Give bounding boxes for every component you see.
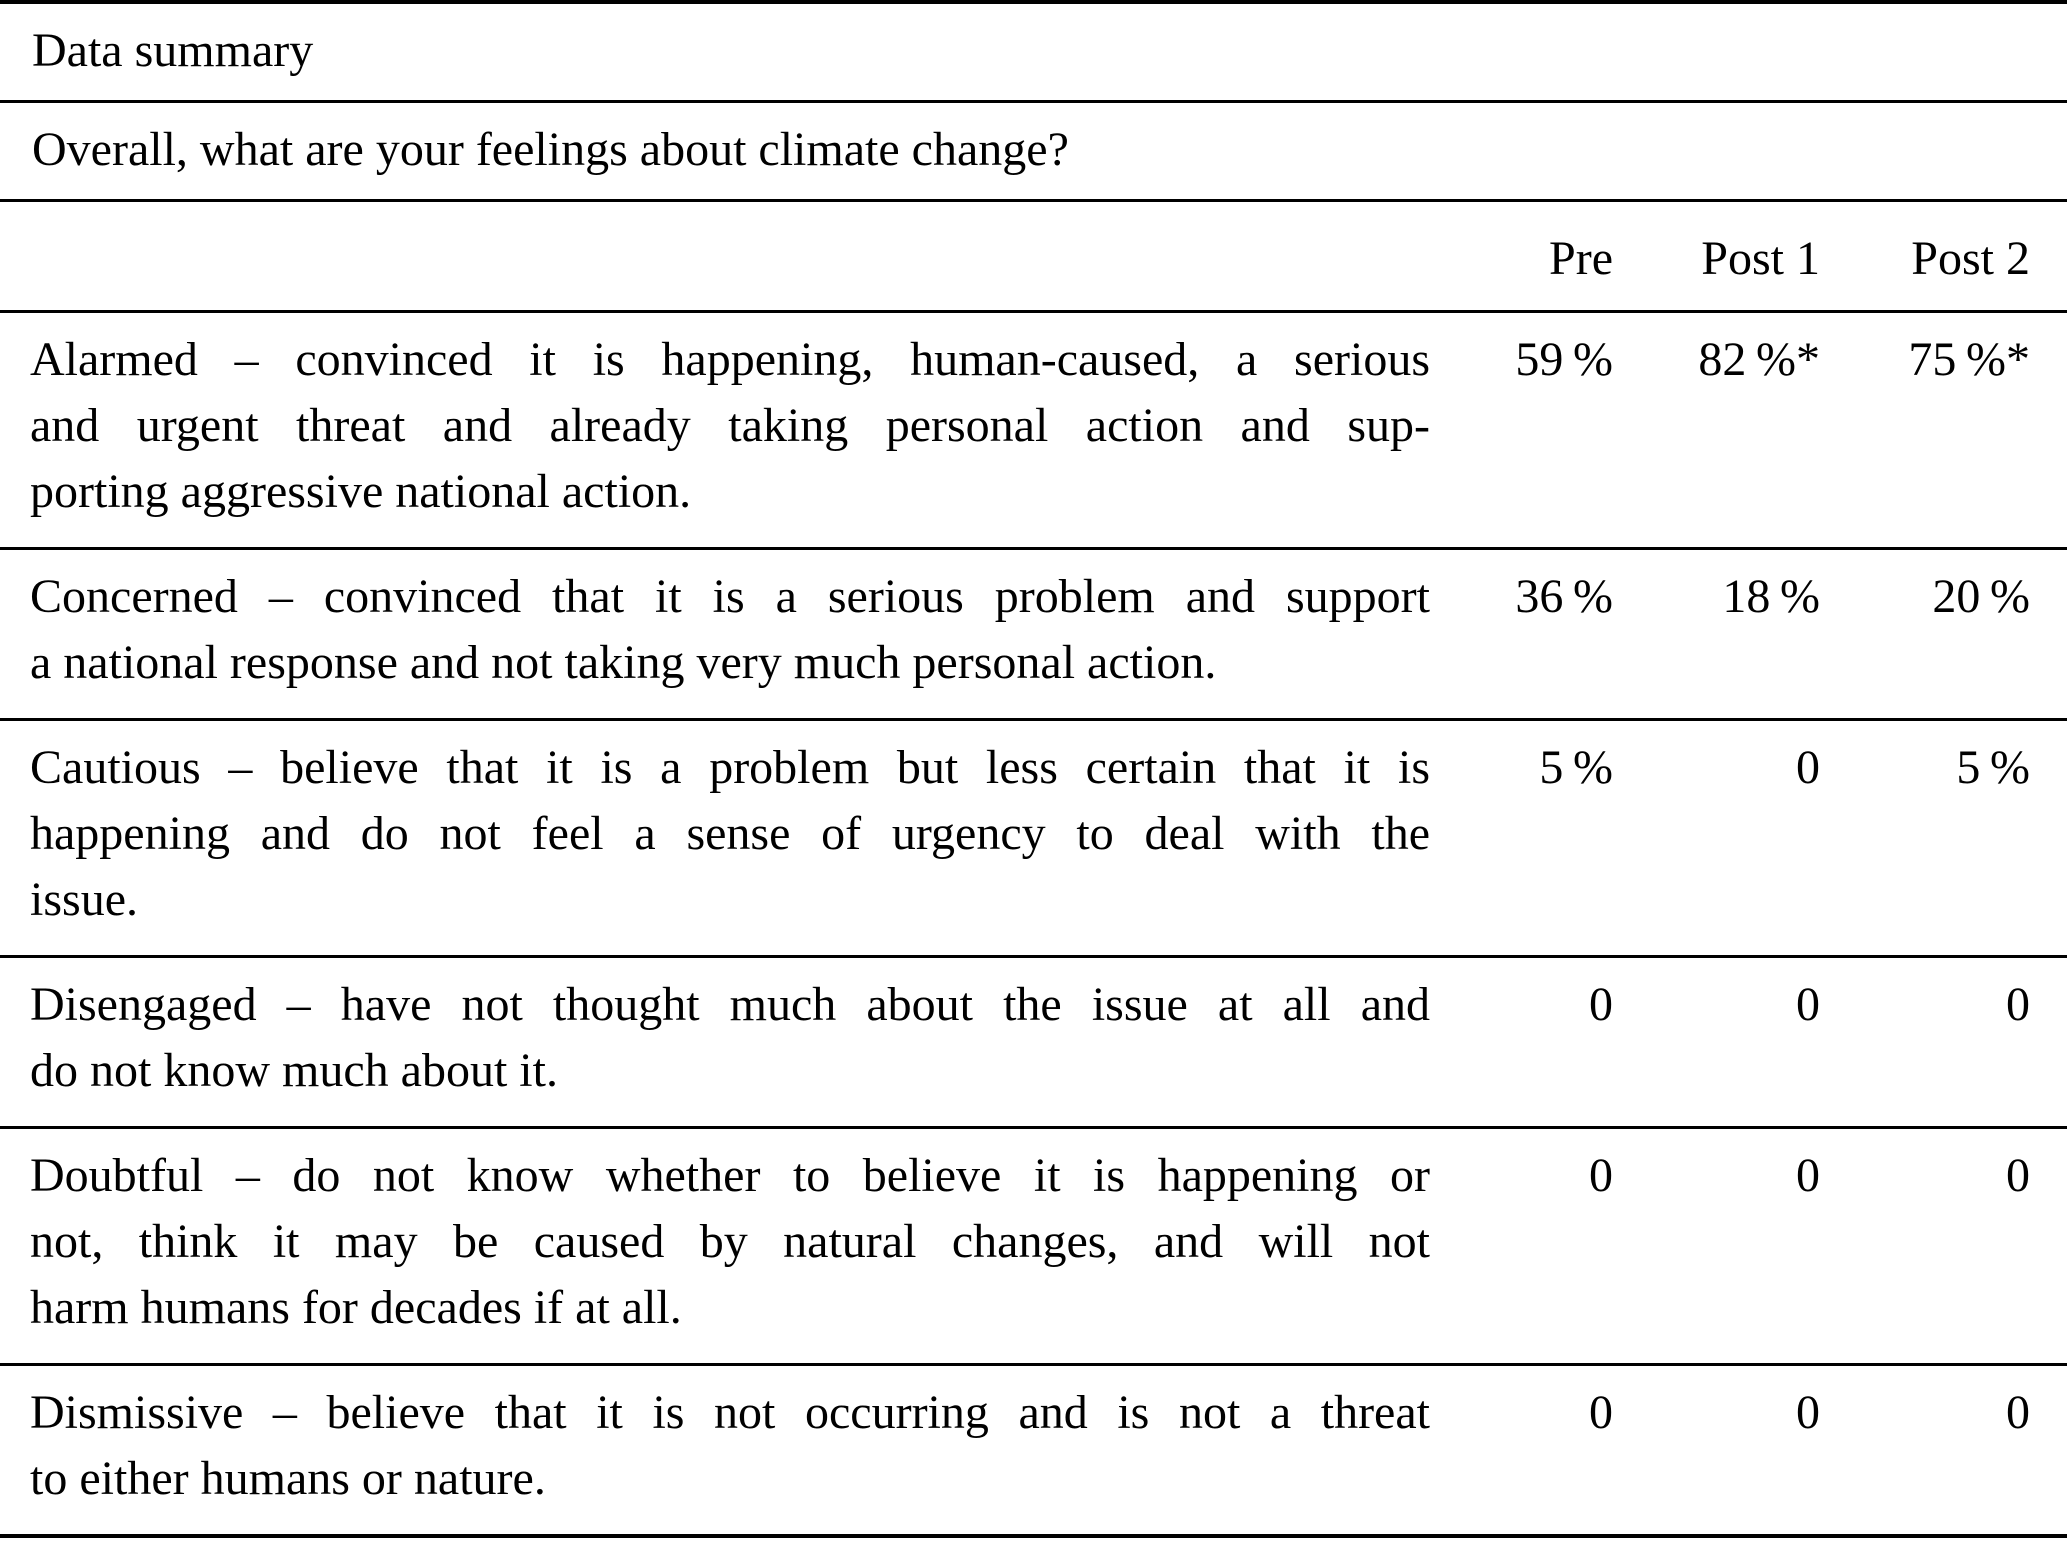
description-line: issue. [30, 873, 138, 926]
value-pre: 59 % [1515, 333, 1613, 386]
description-line: porting aggressive national action. [30, 465, 692, 518]
value-post2: 20 % [1932, 570, 2030, 623]
table-row-alarmed: Alarmed – convinced it is happening, hum… [0, 311, 2067, 549]
column-header-pre: Pre [1549, 232, 1613, 285]
table-title-row: Data summary [0, 2, 2067, 102]
description-line: to either humans or nature. [30, 1452, 546, 1505]
category-description: Alarmed – convinced it is happening, hum… [0, 312, 1430, 549]
table-row-dismissive: Dismissive – believe that it is not occu… [0, 1364, 2067, 1537]
value-post1: 0 [1796, 1149, 1820, 1202]
value-pre: 0 [1589, 978, 1613, 1031]
description-line: a national response and not taking very … [30, 636, 1217, 689]
category-description: Concerned – convinced that it is a serio… [0, 549, 1430, 720]
value-pre: 36 % [1515, 570, 1613, 623]
description-line: Concerned – convinced that it is a serio… [30, 570, 1430, 623]
category-description: Dismissive – believe that it is not occu… [0, 1365, 1430, 1537]
description-line: do not know much about it. [30, 1044, 558, 1097]
value-post2: 5 % [1956, 741, 2030, 794]
description-line: Alarmed – convinced it is happening, hum… [30, 333, 1430, 386]
column-header-empty [0, 201, 1430, 312]
column-header-post1: Post 1 [1701, 232, 1820, 285]
value-post2: 0 [2006, 978, 2030, 1031]
survey-question: Overall, what are your feelings about cl… [32, 123, 1069, 176]
description-line: and urgent threat and already taking per… [30, 399, 1430, 452]
value-post1: 0 [1796, 978, 1820, 1031]
table-row-cautious: Cautious – believe that it is a problem … [0, 719, 2067, 957]
category-description: Disengaged – have not thought much about… [0, 957, 1430, 1128]
table-row-doubtful: Doubtful – do not know whether to believ… [0, 1127, 2067, 1365]
value-post2: 75 %* [1908, 333, 2030, 386]
table-row-disengaged: Disengaged – have not thought much about… [0, 956, 2067, 1128]
value-post2: 0 [2006, 1149, 2030, 1202]
description-line: Cautious – believe that it is a problem … [30, 741, 1430, 794]
description-line: happening and do not feel a sense of urg… [30, 807, 1430, 860]
description-line: harm humans for decades if at all. [30, 1281, 682, 1334]
value-post1: 0 [1796, 741, 1820, 794]
survey-question-row: Overall, what are your feelings about cl… [0, 101, 2067, 201]
value-pre: 0 [1589, 1386, 1613, 1439]
value-post1: 82 %* [1698, 333, 1820, 386]
description-line: not, think it may be caused by natural c… [30, 1215, 1430, 1268]
description-line: Disengaged – have not thought much about… [30, 978, 1430, 1031]
description-line: Doubtful – do not know whether to believ… [30, 1149, 1430, 1202]
value-pre: 0 [1589, 1149, 1613, 1202]
table-title: Data summary [32, 24, 314, 77]
column-header-post2: Post 2 [1911, 232, 2030, 285]
column-header-row: Pre Post 1 Post 2 [0, 200, 2067, 312]
table-row-concerned: Concerned – convinced that it is a serio… [0, 548, 2067, 720]
description-line: Dismissive – believe that it is not occu… [30, 1386, 1430, 1439]
value-post1: 0 [1796, 1386, 1820, 1439]
category-description: Cautious – believe that it is a problem … [0, 720, 1430, 957]
category-description: Doubtful – do not know whether to believ… [0, 1128, 1430, 1365]
value-pre: 5 % [1539, 741, 1613, 794]
value-post1: 18 % [1722, 570, 1820, 623]
value-post2: 0 [2006, 1386, 2030, 1439]
